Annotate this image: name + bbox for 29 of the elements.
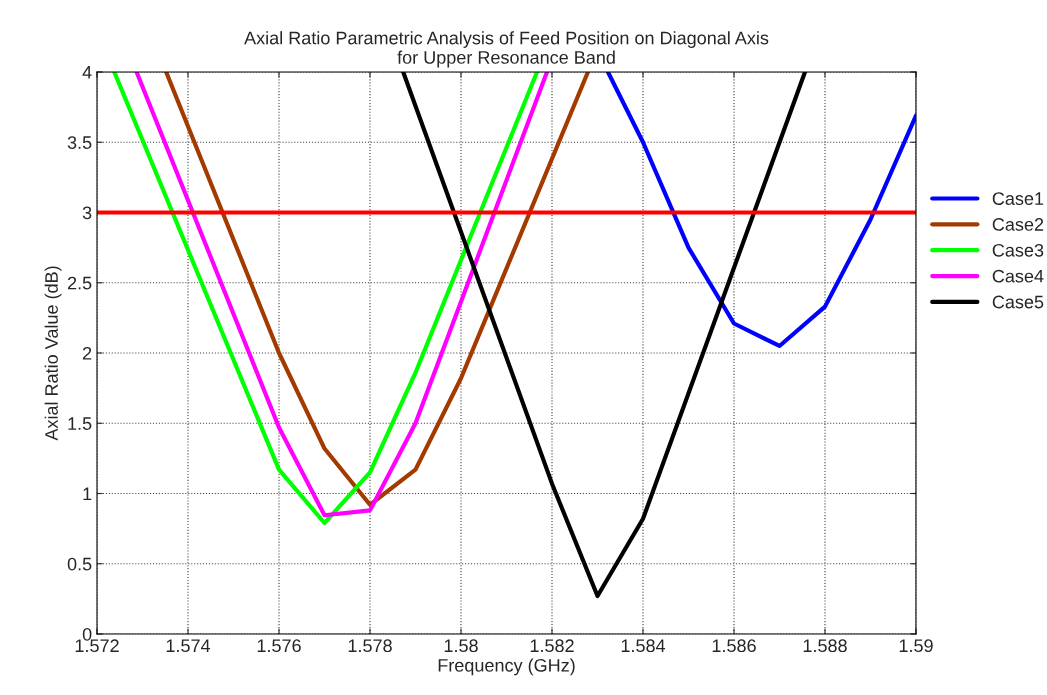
y-tick-label: 0	[82, 627, 92, 641]
x-axis-title: Frequency (GHz)	[438, 658, 575, 676]
y-tick-label: 1.5	[68, 417, 92, 430]
x-tick-label: 1.572	[75, 639, 119, 653]
y-tick-label: 2	[83, 346, 92, 360]
y-tick-label: 2.5	[67, 276, 92, 290]
legend-label: Case4	[992, 269, 1044, 283]
y-tick-label: 3	[82, 206, 92, 220]
x-tick-label: 1.574	[166, 639, 211, 653]
line-series	[164, 72, 591, 507]
x-tick-label: 1.588	[803, 639, 847, 653]
x-tick-label: 1.59	[899, 639, 933, 653]
y-axis-title: Axial Ratio Value (dB)	[44, 266, 62, 441]
x-tick-label: 1.58	[444, 639, 478, 653]
line-series	[605, 72, 916, 349]
legend-label: Case2	[992, 218, 1044, 231]
y-tick-label: 1	[83, 487, 92, 501]
chart-title: Axial Ratio Parametric Analysis of Feed Position on Diagonal Axis for Upper Resonance Band	[244, 31, 769, 68]
x-tick-label: 1.584	[621, 639, 666, 653]
x-tick-label: 1.582	[530, 639, 574, 653]
x-tick-label: 1.576	[257, 639, 301, 653]
legend-label: Case3	[992, 243, 1044, 257]
y-tick-label: 0.5	[67, 557, 92, 571]
legend-label: Case5	[992, 295, 1044, 309]
x-tick-label: 1.578	[348, 639, 392, 653]
x-tick-label: 1.586	[712, 639, 756, 653]
y-tick-label: 4	[82, 66, 92, 79]
legend-label: Case1	[992, 192, 1044, 205]
y-tick-label: 3.5	[67, 136, 92, 149]
